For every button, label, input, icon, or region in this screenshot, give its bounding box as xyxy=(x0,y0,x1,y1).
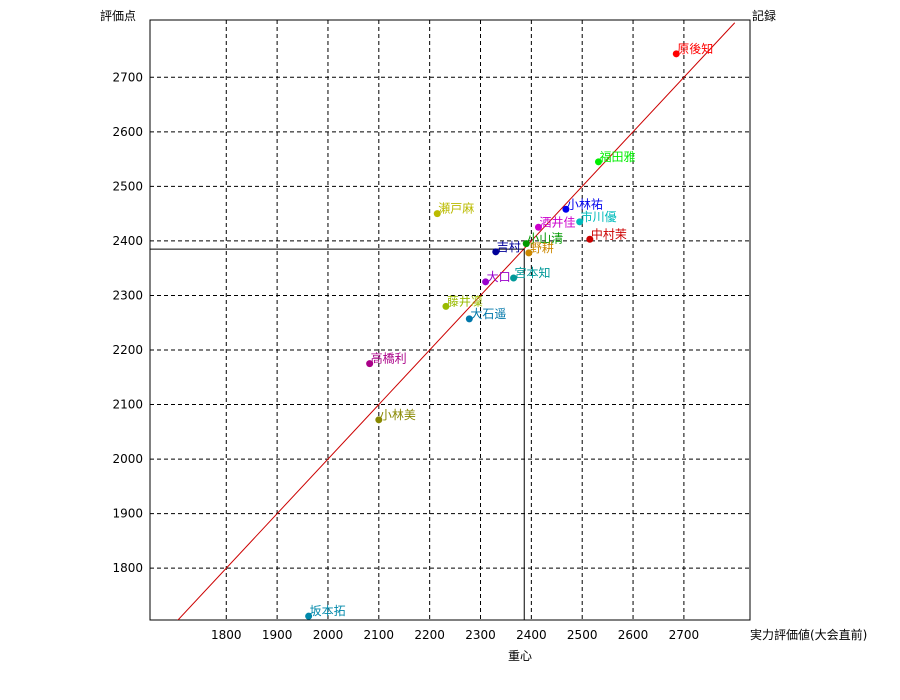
x-tick-label: 2600 xyxy=(618,628,649,642)
data-point-label: 瀬戸麻 xyxy=(438,201,474,216)
data-point-label: 小山清 xyxy=(527,232,563,246)
data-point-label: 小林美 xyxy=(380,408,416,422)
data-point xyxy=(525,249,533,257)
data-point xyxy=(510,274,518,282)
data-point xyxy=(305,612,313,620)
plot-frame xyxy=(149,19,751,621)
data-point xyxy=(672,50,680,58)
data-point-label: 坂本拓 xyxy=(310,604,346,618)
data-point-label: 吉村 xyxy=(497,240,521,254)
y-tick-label: 2100 xyxy=(112,398,143,412)
y-tick-label: 2000 xyxy=(112,452,143,466)
data-point-label: 大石遥 xyxy=(470,307,506,321)
y-tick-label: 2600 xyxy=(112,125,143,139)
data-point-label: 野耕 xyxy=(530,240,554,255)
data-point xyxy=(594,158,602,166)
data-point-label: 中村茉 xyxy=(591,226,627,241)
data-point xyxy=(534,223,542,231)
data-point xyxy=(586,235,594,243)
data-point-label: 大口 xyxy=(487,270,511,284)
data-point xyxy=(522,240,530,248)
y-tick-label: 2700 xyxy=(112,70,143,84)
data-point xyxy=(482,278,490,286)
data-point-label: 小林祐 xyxy=(567,197,603,211)
data-point xyxy=(366,360,374,368)
data-point xyxy=(442,302,450,310)
centroid-lines xyxy=(150,248,525,620)
data-point xyxy=(465,315,473,323)
reference-diagonal xyxy=(177,22,736,620)
x-tick-label: 2700 xyxy=(669,628,700,642)
data-point-label: 高橋利 xyxy=(371,351,407,366)
data-point xyxy=(492,248,500,256)
reference-line xyxy=(177,22,736,620)
y-tick-label: 1900 xyxy=(112,507,143,521)
y-tick-labels: 1800 1900 2000 2100 2200 2300 2400 2500 2600 2700 xyxy=(112,70,143,575)
y-tick-label: 2300 xyxy=(112,288,143,302)
corner-label: 記録 xyxy=(752,8,776,23)
x-tick-label: 2400 xyxy=(516,628,547,642)
data-point-label: 市川優 xyxy=(581,209,617,224)
data-point-label: 藤井凜 xyxy=(447,293,483,308)
x-tick-label: 2000 xyxy=(313,628,344,642)
data-point-label: 福田雅 xyxy=(599,149,635,164)
x-tick-label: 2300 xyxy=(465,628,496,642)
data-point-label: 宮本知 xyxy=(515,265,551,280)
x-tick-label: 2200 xyxy=(414,628,445,642)
data-point xyxy=(576,218,584,226)
centroid-label: 重心 xyxy=(508,649,532,663)
y-tick-label: 2500 xyxy=(112,179,143,193)
y-tick-label: 2400 xyxy=(112,234,143,248)
data-point-label: 原後知 xyxy=(677,42,713,56)
y-axis-title: 評価点 xyxy=(100,8,136,23)
grid xyxy=(150,20,750,620)
x-tick-labels: 1800 1900 2000 2100 2200 2300 2400 2500 2600 2700 xyxy=(211,628,699,642)
data-point xyxy=(562,205,570,213)
x-tick-label: 2500 xyxy=(567,628,598,642)
x-tick-label: 1800 xyxy=(211,628,242,642)
x-axis-title: 実力評価値(大会直前) xyxy=(750,627,867,642)
x-tick-label: 2100 xyxy=(364,628,395,642)
data-point xyxy=(433,210,441,218)
x-tick-label: 1900 xyxy=(262,628,293,642)
y-tick-label: 1800 xyxy=(112,561,143,575)
data-point xyxy=(375,416,383,424)
data-point-label: 酒井佳 xyxy=(539,215,575,229)
y-tick-label: 2200 xyxy=(112,343,143,357)
